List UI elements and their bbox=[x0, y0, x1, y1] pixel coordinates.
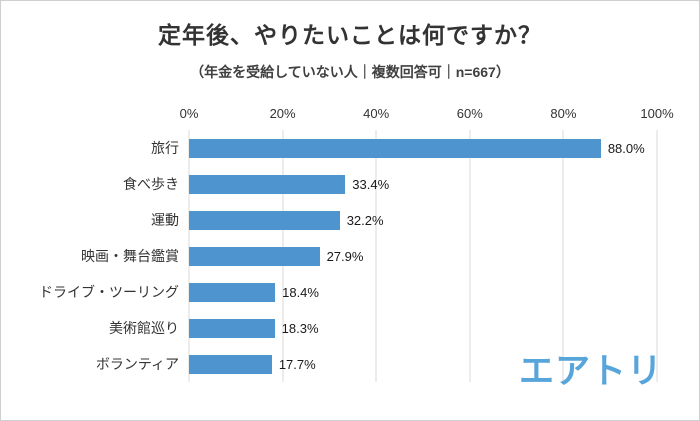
value-label: 17.7% bbox=[278, 356, 316, 372]
category-label: 映画・舞台鑑賞 bbox=[81, 248, 179, 264]
x-axis-tick: 0% bbox=[179, 106, 199, 121]
x-axis-tick: 100% bbox=[640, 106, 674, 121]
bar-row: 18.3% bbox=[189, 310, 657, 346]
bar-row: 27.9% bbox=[189, 238, 657, 274]
value-label: 18.4% bbox=[282, 284, 319, 300]
gridline bbox=[562, 130, 564, 382]
bar bbox=[189, 246, 320, 266]
gridline bbox=[469, 130, 471, 382]
plot-area: 88.0% 33.4% 32.2% 27.9% 18.4% 18.3% 17.7% bbox=[188, 130, 658, 382]
bar-row: 17.7% bbox=[189, 346, 657, 382]
category-label: ドライブ・ツーリング bbox=[39, 284, 179, 300]
category-label: ボランティア bbox=[95, 356, 179, 372]
category-label: 食べ歩き bbox=[123, 176, 179, 192]
bar bbox=[189, 210, 340, 230]
value-label: 32.2% bbox=[346, 212, 384, 228]
x-axis: 0% 20% 40% 60% 80% 100% bbox=[180, 106, 674, 130]
x-axis-tick: 40% bbox=[363, 106, 390, 121]
bar bbox=[189, 138, 601, 158]
bar-row: 33.4% bbox=[189, 166, 657, 202]
category-label: 旅行 bbox=[151, 140, 179, 156]
brand-logo: エアトリ bbox=[518, 352, 663, 391]
x-axis-tick: 80% bbox=[550, 106, 577, 121]
bar bbox=[189, 174, 346, 194]
bar-chart: 旅行食べ歩き運動映画・舞台鑑賞ドライブ・ツーリング美術館巡りボランティア 0% 2… bbox=[17, 106, 674, 382]
value-label: 18.3% bbox=[281, 320, 319, 336]
value-label: 88.0% bbox=[607, 140, 645, 156]
plot-column: 0% 20% 40% 60% 80% 100% 88.0% 33.4% 32.2% 27.9% 1… bbox=[180, 106, 674, 382]
bar bbox=[189, 318, 275, 338]
x-axis-tick: 60% bbox=[456, 106, 483, 121]
category-label: 美術館巡り bbox=[109, 320, 179, 336]
chart-title: 定年後、やりたいことは何ですか？ bbox=[158, 22, 542, 48]
category-labels: 旅行食べ歩き運動映画・舞台鑑賞ドライブ・ツーリング美術館巡りボランティア bbox=[17, 106, 189, 382]
value-label: 27.9% bbox=[326, 248, 364, 264]
bar-row: 18.4% bbox=[189, 274, 657, 310]
bar bbox=[189, 354, 272, 374]
bar-row: 32.2% bbox=[189, 202, 657, 238]
chart-subtitle: （年金を受給していない人｜複数回答可｜n=667） bbox=[190, 64, 510, 80]
value-label: 33.4% bbox=[352, 176, 390, 192]
bar bbox=[189, 282, 276, 302]
gridline bbox=[656, 130, 658, 382]
bar-row: 88.0% bbox=[189, 130, 657, 166]
gridline bbox=[375, 130, 377, 382]
category-label: 運動 bbox=[151, 212, 179, 228]
x-axis-tick: 20% bbox=[269, 106, 296, 121]
